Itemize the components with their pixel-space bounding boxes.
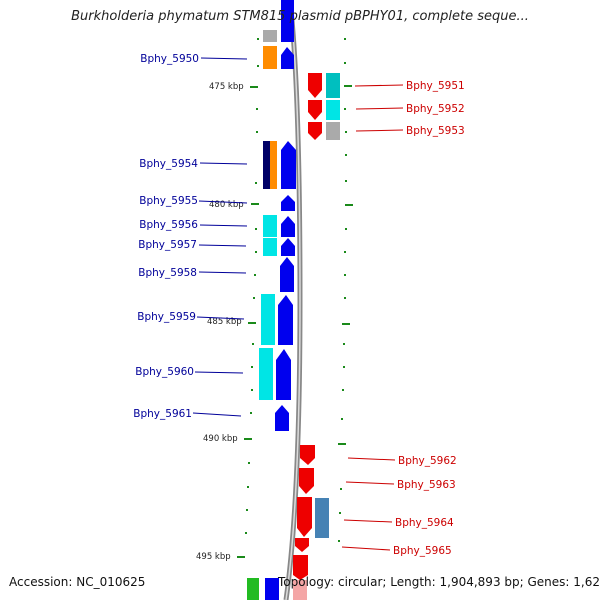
gene-bottom-partial-blue[interactable]: [265, 578, 279, 600]
gene-bphy-5953[interactable]: [308, 122, 322, 140]
gene-label-bphy-5956[interactable]: Bphy_5956: [139, 219, 198, 231]
left-leader-lines: [192, 57, 248, 417]
gene-bphy-5960[interactable]: [276, 349, 291, 400]
gene-label-bphy-5955[interactable]: Bphy_5955: [139, 195, 198, 207]
tick-label-475: 475 kbp: [209, 82, 244, 92]
cog-bphy-5956: [263, 215, 277, 237]
tick-mark-480: [251, 203, 259, 205]
tick-label-480: 480 kbp: [209, 200, 244, 210]
gene-bphy-5957[interactable]: [281, 238, 295, 256]
tick-label-485: 485 kbp: [207, 317, 242, 327]
gene-bphy-5964[interactable]: [297, 497, 312, 537]
cog-bphy-5960: [259, 348, 273, 400]
cog-bphy-5964: [315, 498, 329, 538]
gene-label-bphy-5954[interactable]: Bphy_5954: [139, 158, 198, 170]
gene-label-bphy-5952[interactable]: Bphy_5952: [406, 103, 465, 115]
backbone-inner: [285, 0, 301, 600]
gene-bottom-partial-red[interactable]: [293, 555, 308, 580]
gene-bphy-5958[interactable]: [280, 257, 294, 292]
gene-bottom-partial-pink[interactable]: [293, 580, 307, 600]
gene-label-bphy-5960[interactable]: Bphy_5960: [135, 366, 194, 378]
gene-label-bphy-5963[interactable]: Bphy_5963: [397, 479, 456, 491]
cog-bphy-5959: [261, 294, 275, 345]
gene-bphy-5951[interactable]: [308, 73, 322, 98]
tick-mark-475: [250, 86, 258, 88]
tick-label-495: 495 kbp: [196, 552, 231, 562]
gene-bphy-5954[interactable]: [281, 141, 296, 189]
gene-label-bphy-5958[interactable]: Bphy_5958: [138, 267, 197, 279]
left-tick-column: [245, 38, 259, 534]
gene-label-bphy-5965[interactable]: Bphy_5965: [393, 545, 452, 557]
gene-bphy-5961[interactable]: [275, 405, 289, 431]
accession-label: Accession: NC_010625: [9, 575, 146, 589]
tick-mark-490: [244, 438, 252, 440]
cog-bphy-5952: [326, 100, 340, 120]
gene-label-bphy-5959[interactable]: Bphy_5959: [137, 311, 196, 323]
tick-mark-485: [248, 322, 256, 324]
tick-label-490: 490 kbp: [203, 434, 238, 444]
cog-bphy-5950: [263, 46, 277, 69]
gene-bphy-5965[interactable]: [295, 538, 309, 552]
cog-bphy-5953: [326, 122, 340, 140]
right-tick-column: [338, 38, 347, 542]
cog-bphy-5954-navy: [263, 141, 270, 189]
cog-bphy-5951: [326, 73, 340, 98]
map-title: Burkholderia phymatum STM815 plasmid pBP…: [71, 9, 529, 24]
right-leader-lines: [341, 84, 404, 551]
topology-label: Topology: circular; Length: 1,904,893 bp…: [278, 575, 600, 589]
gene-bphy-5955[interactable]: [281, 195, 295, 211]
cog-bottom-green: [247, 578, 259, 600]
cog-bphy-5954-orange: [270, 141, 277, 189]
tick-mark-right-4: [338, 443, 346, 445]
gene-bphy-5962[interactable]: [300, 445, 315, 465]
tick-mark-right-3: [342, 323, 350, 325]
gene-label-bphy-5964[interactable]: Bphy_5964: [395, 517, 454, 529]
gene-label-bphy-5961[interactable]: Bphy_5961: [133, 408, 192, 420]
gene-label-bphy-5951[interactable]: Bphy_5951: [406, 80, 465, 92]
tick-mark-right-2: [345, 204, 353, 206]
cog-top-grey: [263, 30, 277, 42]
gene-top-partial[interactable]: [281, 0, 294, 42]
gene-bphy-5950[interactable]: [281, 47, 294, 69]
gene-label-bphy-5950[interactable]: Bphy_5950: [140, 53, 199, 65]
gene-bphy-5963[interactable]: [299, 468, 314, 494]
gene-bphy-5959[interactable]: [278, 295, 293, 345]
gene-bphy-5956[interactable]: [281, 216, 295, 237]
cog-bphy-5957: [263, 238, 277, 256]
gene-bphy-5952[interactable]: [308, 100, 322, 120]
tick-mark-495: [237, 556, 245, 558]
gene-label-bphy-5957[interactable]: Bphy_5957: [138, 239, 197, 251]
gene-label-bphy-5953[interactable]: Bphy_5953: [406, 125, 465, 137]
tick-mark-right-1: [344, 85, 352, 87]
gene-label-bphy-5962[interactable]: Bphy_5962: [398, 455, 457, 467]
